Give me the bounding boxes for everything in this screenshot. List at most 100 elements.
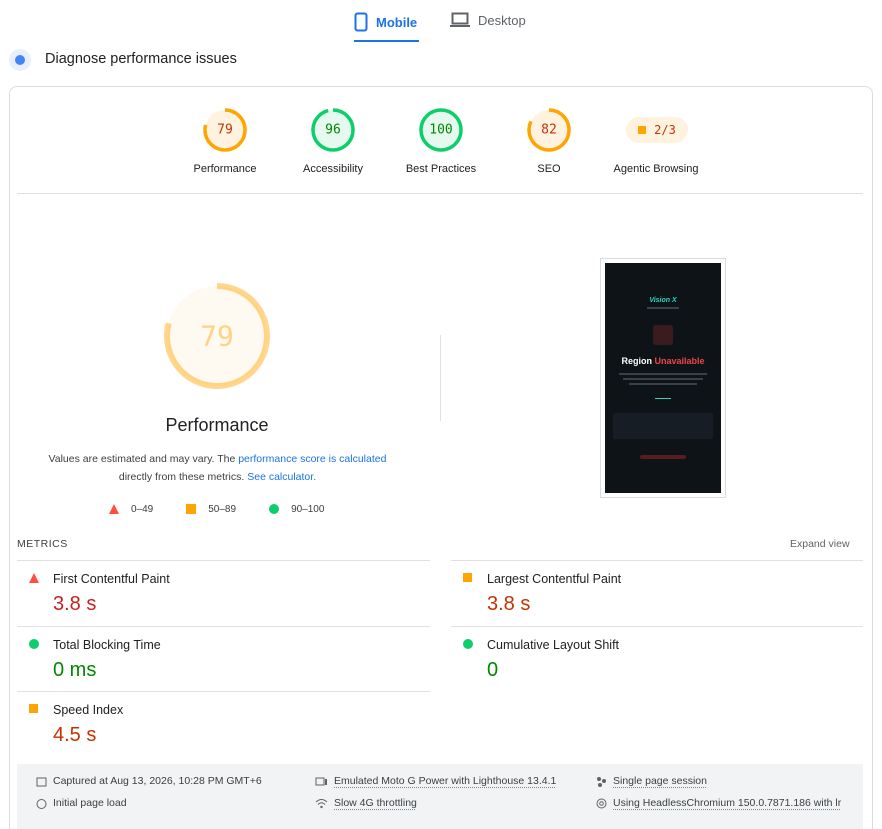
gauge-label: Accessibility bbox=[303, 163, 363, 175]
big-gauge: 79 bbox=[164, 283, 270, 389]
gauge-arc bbox=[164, 283, 270, 389]
summary-text: Values are estimated and may vary. The p… bbox=[30, 450, 405, 486]
metric-icon bbox=[463, 639, 473, 649]
metrics-header: METRICS bbox=[17, 538, 68, 550]
agentic-badge[interactable]: 2/3 bbox=[626, 117, 688, 143]
icon bbox=[463, 573, 472, 582]
heading: Region Unavailable bbox=[605, 356, 721, 366]
footer-item: Using HeadlessChromium 150.0.7871.186 wi… bbox=[596, 797, 841, 809]
divider bbox=[17, 193, 863, 194]
metric-value: 0 ms bbox=[53, 659, 97, 681]
icon bbox=[597, 776, 606, 787]
icon bbox=[29, 573, 39, 583]
notice bbox=[613, 413, 713, 439]
legend: 0–49 50–89 90–100 bbox=[108, 503, 324, 515]
agentic-value: 2/3 bbox=[654, 123, 676, 137]
card bbox=[9, 86, 873, 829]
placeholder bbox=[629, 383, 697, 385]
metric-title: First Contentful Paint bbox=[53, 572, 170, 586]
icon bbox=[596, 798, 607, 808]
placeholder bbox=[647, 307, 679, 309]
shield bbox=[653, 325, 673, 345]
icon bbox=[186, 504, 197, 514]
legend-label: 50–89 bbox=[208, 503, 237, 515]
icon bbox=[36, 777, 47, 786]
tab-mobile[interactable]: Mobile bbox=[354, 12, 417, 32]
metric-value: 3.8 s bbox=[53, 593, 97, 615]
footer-item: Slow 4G throttling bbox=[315, 797, 417, 809]
text: directly from these metrics. bbox=[118, 471, 248, 483]
text: Initial page load bbox=[53, 797, 127, 809]
screenshot: Vision X Region Unavailable bbox=[605, 263, 721, 493]
text: Captured at Aug 13, 2026, 10:28 PM GMT+6 bbox=[53, 775, 262, 787]
placeholder bbox=[623, 378, 703, 380]
gauge-score: 82 bbox=[541, 123, 557, 138]
metric-title: Total Blocking Time bbox=[53, 638, 161, 652]
section-icon bbox=[9, 49, 31, 71]
footer-item: Emulated Moto G Power with Lighthouse 13… bbox=[315, 775, 556, 787]
gauge: 100 bbox=[419, 108, 463, 152]
icon bbox=[354, 12, 368, 32]
gauge-arc bbox=[311, 108, 355, 152]
link[interactable]: performance score is calculated bbox=[238, 453, 387, 465]
separator bbox=[451, 560, 863, 561]
divider bbox=[440, 335, 441, 421]
metric-title: Largest Contentful Paint bbox=[487, 572, 622, 586]
separator bbox=[17, 691, 430, 692]
icon bbox=[463, 639, 473, 649]
separator bbox=[17, 560, 430, 561]
icon bbox=[315, 798, 328, 808]
tab-desktop[interactable]: Desktop bbox=[450, 12, 526, 28]
metric-icon bbox=[29, 573, 39, 583]
gauge-arc bbox=[527, 108, 571, 152]
gauge-bg bbox=[421, 110, 461, 150]
separator bbox=[17, 626, 430, 627]
icon bbox=[269, 504, 280, 514]
metric-icon bbox=[29, 704, 38, 713]
footer-item: Single page session bbox=[596, 775, 707, 787]
gauge: 96 bbox=[311, 108, 355, 152]
icon bbox=[315, 777, 327, 785]
gauge-score: 79 bbox=[200, 320, 234, 353]
screenshot-frame: Vision X Region Unavailable bbox=[600, 258, 726, 498]
text[interactable]: Emulated Moto G Power with Lighthouse 13… bbox=[334, 775, 557, 787]
brand: Vision X bbox=[649, 297, 677, 304]
gauge-label: SEO bbox=[537, 163, 561, 175]
icon bbox=[638, 126, 647, 134]
metric-title: Cumulative Layout Shift bbox=[487, 638, 620, 652]
section-title: Diagnose performance issues bbox=[45, 51, 237, 67]
text[interactable]: Slow 4G throttling bbox=[334, 797, 417, 809]
placeholder bbox=[655, 398, 671, 399]
footer-item: Initial page load bbox=[36, 797, 127, 809]
gauge-label: Performance bbox=[193, 163, 257, 175]
icon bbox=[450, 12, 470, 27]
metric-icon bbox=[463, 573, 472, 582]
gauge-score: 100 bbox=[429, 123, 452, 138]
gauge: 82 bbox=[527, 108, 571, 152]
button bbox=[640, 455, 686, 459]
tab-indicator bbox=[354, 40, 419, 42]
agentic-label: Agentic Browsing bbox=[613, 163, 699, 175]
metric-title: Speed Index bbox=[53, 703, 124, 717]
metric-value: 0 bbox=[487, 659, 499, 681]
gauge-score: 79 bbox=[217, 123, 233, 138]
placeholder bbox=[619, 373, 707, 375]
metric-value: 4.5 s bbox=[53, 724, 97, 746]
expand-view[interactable]: Expand view bbox=[790, 538, 850, 550]
text: Values are estimated and may vary. The bbox=[48, 453, 239, 465]
separator bbox=[451, 626, 863, 627]
metric-icon bbox=[29, 639, 39, 649]
gauge-bg bbox=[313, 110, 353, 150]
text[interactable]: Using HeadlessChromium 150.0.7871.186 wi… bbox=[613, 797, 842, 809]
footer bbox=[17, 764, 863, 829]
text[interactable]: Single page session bbox=[613, 775, 707, 787]
tab-label: Mobile bbox=[376, 14, 418, 30]
tab-label: Desktop bbox=[478, 12, 526, 28]
metric-value: 3.8 s bbox=[487, 593, 531, 615]
gauge-bg bbox=[529, 110, 569, 150]
footer-item: Captured at Aug 13, 2026, 10:28 PM GMT+6 bbox=[36, 775, 262, 787]
link[interactable]: See calculator. bbox=[247, 471, 317, 483]
legend-label: 0–49 bbox=[131, 503, 154, 515]
icon bbox=[29, 704, 38, 713]
